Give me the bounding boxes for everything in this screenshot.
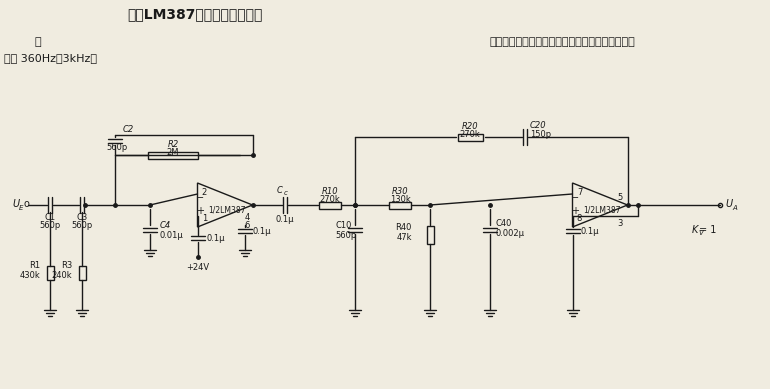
Text: 0.1μ: 0.1μ [581, 226, 599, 235]
Text: 560p: 560p [335, 231, 357, 240]
Text: C4: C4 [160, 221, 171, 230]
Text: U: U [12, 199, 19, 209]
Text: o: o [23, 199, 29, 209]
Text: C3: C3 [76, 212, 88, 221]
Bar [389, 202, 411, 209]
Bar [427, 226, 434, 244]
Text: 0.002μ: 0.002μ [495, 228, 524, 238]
Text: 3: 3 [617, 219, 622, 228]
Text: 430k: 430k [19, 272, 40, 280]
Text: 1/2LM387: 1/2LM387 [208, 205, 246, 214]
Text: A: A [732, 205, 737, 211]
Text: +24V: +24V [186, 263, 209, 272]
Text: 0.1μ: 0.1μ [206, 233, 225, 242]
Text: R40: R40 [396, 223, 412, 231]
Text: R1: R1 [29, 261, 40, 270]
Text: = 1: = 1 [699, 225, 717, 235]
Text: 560p: 560p [39, 221, 61, 230]
Text: U: U [725, 199, 732, 209]
Text: K: K [691, 225, 698, 235]
Text: 围为 360Hz～3kHz。: 围为 360Hz～3kHz。 [4, 53, 97, 63]
Text: 4: 4 [245, 212, 250, 221]
Text: 0.1μ: 0.1μ [276, 214, 294, 224]
Text: +: + [196, 206, 205, 216]
Text: 1/2LM387: 1/2LM387 [583, 205, 621, 214]
Text: 47k: 47k [397, 233, 412, 242]
Text: −: − [571, 193, 580, 203]
Text: 270k: 270k [320, 194, 340, 203]
Text: 270k: 270k [460, 130, 480, 138]
Text: 0.01μ: 0.01μ [160, 231, 184, 240]
Text: V: V [698, 230, 703, 236]
Bar [457, 133, 483, 140]
Text: 8: 8 [577, 214, 582, 223]
Bar [148, 151, 198, 158]
Text: R30: R30 [392, 186, 408, 196]
Text: 150p: 150p [530, 130, 551, 138]
Text: C40: C40 [495, 219, 511, 228]
Text: C20: C20 [530, 121, 547, 130]
Text: C: C [277, 186, 283, 194]
Text: 5: 5 [617, 193, 622, 202]
Text: R3: R3 [61, 261, 72, 270]
Bar [46, 266, 53, 280]
Bar [79, 266, 85, 280]
Text: c: c [284, 190, 288, 196]
Text: 采用LM387的语音滤波器电路: 采用LM387的语音滤波器电路 [127, 7, 263, 21]
Text: 240k: 240k [52, 272, 72, 280]
Text: R20: R20 [462, 121, 478, 130]
Text: 6: 6 [245, 221, 250, 230]
Text: 0.1μ: 0.1μ [253, 226, 271, 235]
Text: 560p: 560p [72, 221, 92, 230]
Text: E: E [18, 205, 23, 211]
Text: C2: C2 [123, 126, 134, 135]
Text: −: − [196, 193, 205, 203]
Text: 串联组成的语音频率范围的滤波器电路，其频带范: 串联组成的语音频率范围的滤波器电路，其频带范 [490, 37, 636, 47]
Text: C1: C1 [45, 212, 55, 221]
Bar [319, 202, 341, 209]
Text: 图: 图 [35, 37, 42, 47]
Text: 2M: 2M [167, 147, 179, 156]
Text: 130k: 130k [390, 194, 410, 203]
Text: 560p: 560p [106, 142, 128, 151]
Text: 1: 1 [202, 214, 207, 223]
Text: R2: R2 [167, 140, 179, 149]
Text: R10: R10 [322, 186, 338, 196]
Text: 7: 7 [577, 187, 582, 196]
Text: +: + [571, 206, 580, 216]
Text: C10: C10 [335, 221, 351, 230]
Text: 2: 2 [202, 187, 207, 196]
